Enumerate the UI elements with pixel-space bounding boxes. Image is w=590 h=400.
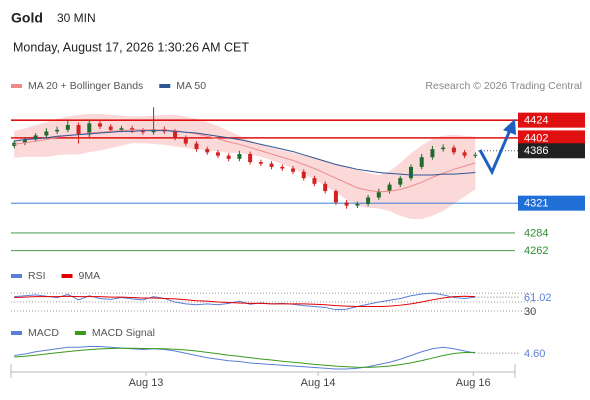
candle-body — [98, 123, 103, 127]
candle-body — [473, 154, 478, 156]
candle-body — [376, 191, 381, 198]
legend-swatch — [11, 274, 22, 278]
bollinger-upper — [14, 114, 476, 177]
candle-body — [22, 139, 27, 143]
candle-body — [323, 183, 328, 192]
legend-label: MACD — [28, 327, 59, 339]
candle-body — [87, 123, 92, 135]
candle-body — [12, 142, 17, 146]
candle-body — [333, 191, 338, 203]
legend-label: MACD Signal — [92, 327, 155, 339]
candle-body — [366, 197, 371, 204]
level-label: 4402 — [524, 132, 548, 144]
level-label: 4262 — [524, 245, 548, 257]
level-label: 4386 — [524, 145, 548, 157]
candle-body — [194, 143, 199, 150]
candle-body — [398, 178, 403, 185]
candle-body — [237, 154, 242, 159]
candle-body — [226, 155, 231, 159]
candle-body — [312, 178, 317, 184]
legend-swatch — [159, 84, 171, 88]
last-value-label: 61.02 — [524, 292, 552, 304]
instrument-title: Gold — [11, 10, 43, 26]
candle-body — [215, 152, 220, 156]
candle-body — [258, 162, 263, 164]
candle-body — [108, 126, 113, 130]
candle-body — [387, 184, 392, 192]
level-box — [518, 130, 585, 146]
timeframe: 30 MIN — [57, 11, 96, 25]
last-value-label: 4.60 — [524, 348, 545, 360]
candle-body — [33, 135, 38, 140]
y-tick-label: 30 — [524, 306, 536, 318]
candle-body — [441, 147, 446, 150]
candle-body — [76, 124, 81, 135]
legend-swatch — [61, 274, 73, 278]
candle-body — [430, 149, 435, 158]
x-tick-label: Aug 13 — [129, 377, 164, 389]
candle-body — [355, 203, 360, 206]
level-box — [518, 143, 585, 159]
ma-line — [14, 130, 476, 176]
bollinger-band — [14, 114, 476, 219]
legend-swatch — [74, 331, 86, 335]
source: Research © 2026 Trading Central — [425, 80, 582, 92]
level-box — [518, 112, 585, 128]
level-box — [518, 195, 585, 211]
x-tick-label: Aug 16 — [456, 377, 491, 389]
legend-swatch — [11, 331, 22, 335]
candle-body — [451, 147, 456, 153]
candle-body — [55, 129, 60, 132]
forecast-arrowhead — [503, 119, 516, 135]
candle-body — [65, 124, 70, 130]
candle-body — [44, 131, 49, 136]
x-tick-label: Aug 14 — [301, 377, 336, 389]
candle-body — [119, 128, 124, 130]
legend-label: RSI — [28, 270, 46, 282]
candle-body — [301, 171, 306, 179]
legend-label: MA 50 — [176, 80, 206, 92]
candle-body — [205, 149, 210, 153]
series-line — [14, 347, 476, 368]
forecast-path — [478, 129, 512, 176]
legend-label: MA 20 + Bollinger Bands — [28, 80, 143, 92]
legend-swatch — [11, 84, 22, 88]
bollinger-lower — [14, 142, 476, 219]
forecast-arrow — [478, 119, 516, 176]
series-line — [14, 346, 476, 370]
level-label: 4424 — [524, 115, 548, 127]
candle-body — [280, 166, 285, 169]
candle-body — [269, 163, 274, 167]
ma-line — [14, 129, 476, 193]
timestamp: Monday, August 17, 2026 1:30:26 AM CET — [13, 40, 249, 54]
candle-body — [419, 157, 424, 167]
legend-label: 9MA — [79, 270, 101, 282]
candle-body — [462, 152, 467, 156]
candle-body — [140, 130, 145, 133]
candle-body — [173, 131, 178, 138]
series-line — [14, 295, 476, 308]
level-label: 4321 — [524, 198, 548, 210]
candle-body — [344, 202, 349, 206]
candle-body — [183, 137, 188, 144]
candle-body — [291, 168, 296, 172]
candle-body — [248, 154, 253, 163]
level-label: 4284 — [524, 227, 548, 239]
candle-body — [408, 166, 413, 179]
series-line — [14, 292, 476, 311]
